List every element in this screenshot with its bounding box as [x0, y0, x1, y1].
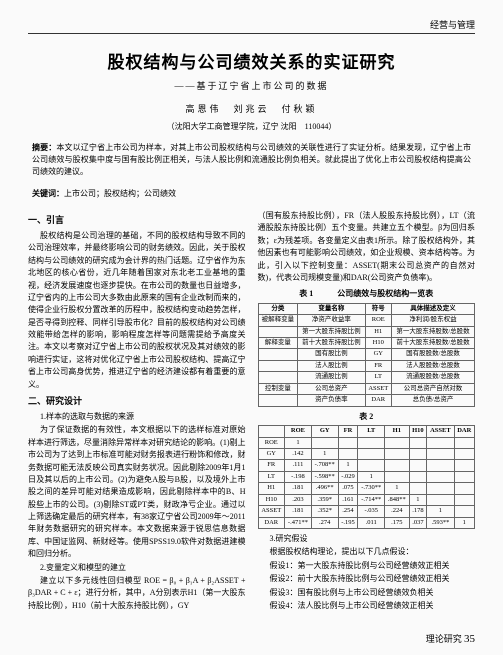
abstract-text: 本文以辽宁省上市公司为样本，对其上市公司股权结构与公司绩效的关联性进行了实证分析…: [32, 143, 471, 176]
right-column: （国有股东持股比例），FR（法人股股东持股比例），LT（流通股股东持股比例）五个…: [258, 210, 476, 613]
page-number: 35: [464, 633, 475, 645]
subsection-2-1: 1.样本的选取与数据的来源: [28, 411, 246, 423]
footer-label: 理论研究: [426, 634, 462, 644]
article-title: 股权结构与公司绩效关系的实证研究: [28, 48, 475, 73]
hypothesis-4: 假设4：法人股比例与上市公司经营绩效正相关: [258, 600, 476, 612]
hypothesis-2: 假设2：前十大股东持股比例与公司经营绩效正相关: [258, 573, 476, 585]
table2-caption: 表 2: [258, 411, 476, 423]
right-intro: （国有股东持股比例），FR（法人股股东持股比例），LT（流通股股东持股比例）五个…: [258, 210, 476, 284]
table-1: 分类变量名称符号具体描述及定义被解释变量净资产收益率ROE净利润/股东权益第一大…: [258, 303, 476, 407]
hypothesis-3: 假设3：国有股比例与上市公司经营绩效负相关: [258, 587, 476, 599]
section-1-head: 一、引言: [28, 214, 246, 228]
section-2-para2: 建立以下多元线性回归模型 ROE = β₀ + β₁A + β₂ASSET + …: [28, 575, 246, 612]
keywords-label: 关键词：: [32, 189, 64, 198]
authors: 高恩伟 刘兆云 付秋颖: [28, 102, 475, 115]
affiliation: （沈阳大学工商管理学院，辽宁 沈阳 110044）: [28, 121, 475, 132]
subsection-2-2: 2.变量定义和模型的建立: [28, 562, 246, 574]
abstract-label: 摘要：: [32, 143, 56, 152]
table1-caption: 表 1 公司绩效与股权结构一览表: [258, 288, 476, 300]
footer: 理论研究 35: [426, 632, 475, 645]
section-1-para: 股权结构是公司治理的基础，不同的股权结构导致不同的公司治理效率，并最终影响公司的…: [28, 230, 246, 391]
abstract: 摘要：本文以辽宁省上市公司为样本，对其上市公司股权结构与公司绩效的关联性进行了实…: [28, 142, 475, 178]
section-2-head: 二、研究设计: [28, 395, 246, 409]
left-column: 一、引言 股权结构是公司治理的基础，不同的股权结构导致不同的公司治理效率，并最终…: [28, 210, 246, 613]
article-subtitle: ——基于辽宁省上市公司的数据: [28, 79, 475, 92]
section-2-para1: 为了保证数据的有效性，本文根据以下的选样标准对原始样本进行筛选，尽量消除异常样本…: [28, 424, 246, 560]
hypothesis-1: 假设1：第一大股东持股比例与公司经营绩效正相关: [258, 560, 476, 572]
keywords-text: 上市公司；股权结构；公司绩效: [64, 189, 176, 198]
keywords: 关键词：上市公司；股权结构；公司绩效: [28, 188, 475, 200]
header-section: 经营与管理: [28, 18, 475, 34]
hypothesis-intro: 根据股权结构理论，提出以下几点假设：: [258, 546, 476, 558]
subsection-3: 3.研究假设: [258, 533, 476, 545]
table-2: ROEGYFRLTH1H10ASSETDARROE1GY.1421FR.111-…: [258, 425, 476, 529]
